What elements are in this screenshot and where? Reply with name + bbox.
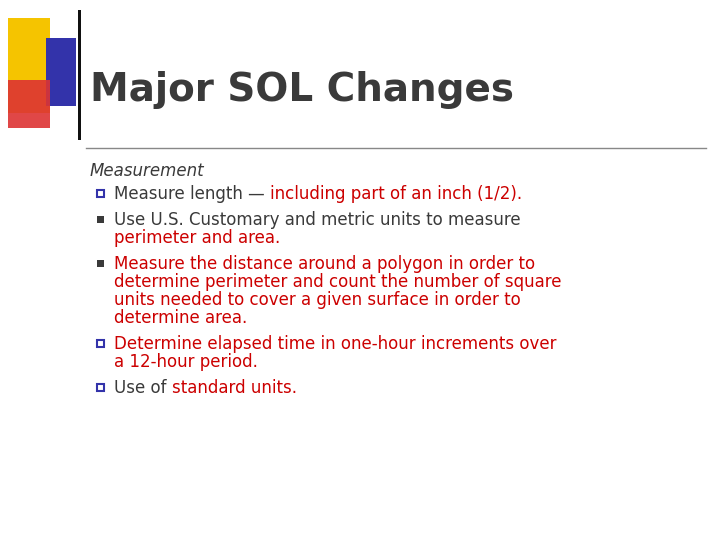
Bar [46, 38, 76, 106]
Text: determine perimeter and count the number of square: determine perimeter and count the number… [114, 273, 562, 291]
Text: including part of an inch (1/2).: including part of an inch (1/2). [270, 185, 522, 203]
Text: perimeter and area.: perimeter and area. [114, 229, 280, 247]
Text: determine area.: determine area. [114, 309, 247, 327]
Bar [78, 10, 81, 140]
Text: Measure the distance around a polygon in order to: Measure the distance around a polygon in… [114, 255, 535, 273]
Bar [96, 215, 104, 222]
Text: Measurement: Measurement [90, 162, 204, 180]
Text: units needed to cover a given surface in order to: units needed to cover a given surface in… [114, 291, 521, 309]
Text: Measure length —: Measure length — [114, 185, 270, 203]
Text: Use U.S. Customary and metric units to measure: Use U.S. Customary and metric units to m… [114, 211, 521, 229]
Text: Use of: Use of [114, 379, 172, 397]
Bar [96, 383, 104, 390]
Bar [96, 260, 104, 267]
Text: standard units.: standard units. [172, 379, 297, 397]
Bar [8, 80, 50, 128]
Text: Major SOL Changes: Major SOL Changes [90, 71, 514, 109]
Bar [96, 340, 104, 347]
Bar [96, 190, 104, 197]
Bar [8, 18, 50, 113]
Text: a 12-hour period.: a 12-hour period. [114, 353, 258, 371]
Text: Determine elapsed time in one-hour increments over: Determine elapsed time in one-hour incre… [114, 335, 557, 353]
